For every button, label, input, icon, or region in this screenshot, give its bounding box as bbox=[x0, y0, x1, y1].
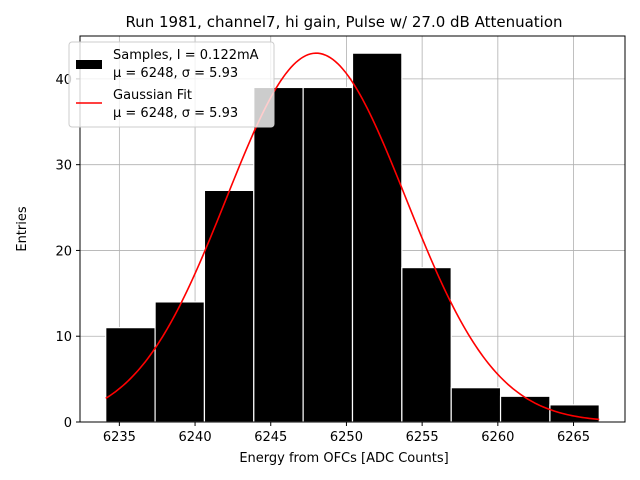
legend-samples-label: Samples, I = 0.122mA bbox=[113, 48, 259, 63]
x-tick-label: 6235 bbox=[103, 430, 136, 445]
legend-box bbox=[68, 41, 275, 128]
histogram-bar bbox=[105, 327, 156, 423]
x-tick-label: 6260 bbox=[481, 430, 514, 445]
chart-title: Run 1981, channel7, hi gain, Pulse w/ 27… bbox=[125, 13, 562, 31]
y-axis-ticks: 0 10 20 30 40 bbox=[55, 73, 80, 431]
y-tick-label: 40 bbox=[55, 73, 72, 88]
x-axis-label: Energy from OFCs [ADC Counts] bbox=[239, 451, 448, 466]
histogram-bar bbox=[450, 387, 502, 423]
x-tick-label: 6255 bbox=[406, 430, 439, 445]
y-axis-label: Entries bbox=[15, 206, 30, 252]
x-axis-ticks: 6235 6240 6245 6250 6255 6260 6265 bbox=[103, 422, 590, 445]
x-tick-label: 6240 bbox=[179, 430, 212, 445]
y-tick-label: 0 bbox=[64, 416, 72, 431]
legend: Samples, I = 0.122mA μ = 6248, σ = 5.93 … bbox=[68, 41, 275, 128]
histogram-bar bbox=[499, 395, 551, 423]
plot-frame bbox=[79, 35, 626, 423]
legend-samples-stats: μ = 6248, σ = 5.93 bbox=[113, 66, 238, 81]
histogram-bar bbox=[401, 267, 452, 423]
gaussian-fit-line bbox=[105, 52, 600, 421]
histogram-bar bbox=[154, 301, 206, 423]
x-tick-label: 6265 bbox=[557, 430, 590, 445]
fit-line-group bbox=[105, 52, 600, 421]
legend-fit-stats: μ = 6248, σ = 5.93 bbox=[113, 106, 238, 121]
histogram-bar bbox=[203, 189, 255, 423]
y-tick-label: 10 bbox=[55, 330, 72, 345]
y-tick-label: 30 bbox=[55, 159, 72, 174]
histogram-bar bbox=[351, 52, 403, 423]
y-tick-label: 20 bbox=[55, 244, 72, 259]
histogram-bar bbox=[253, 86, 304, 423]
x-tick-label: 6250 bbox=[330, 430, 363, 445]
legend-fit-label: Gaussian Fit bbox=[113, 88, 192, 103]
x-tick-label: 6245 bbox=[254, 430, 287, 445]
histogram-bar bbox=[302, 86, 354, 423]
legend-samples-swatch bbox=[76, 60, 102, 69]
histogram-bars bbox=[105, 52, 600, 423]
